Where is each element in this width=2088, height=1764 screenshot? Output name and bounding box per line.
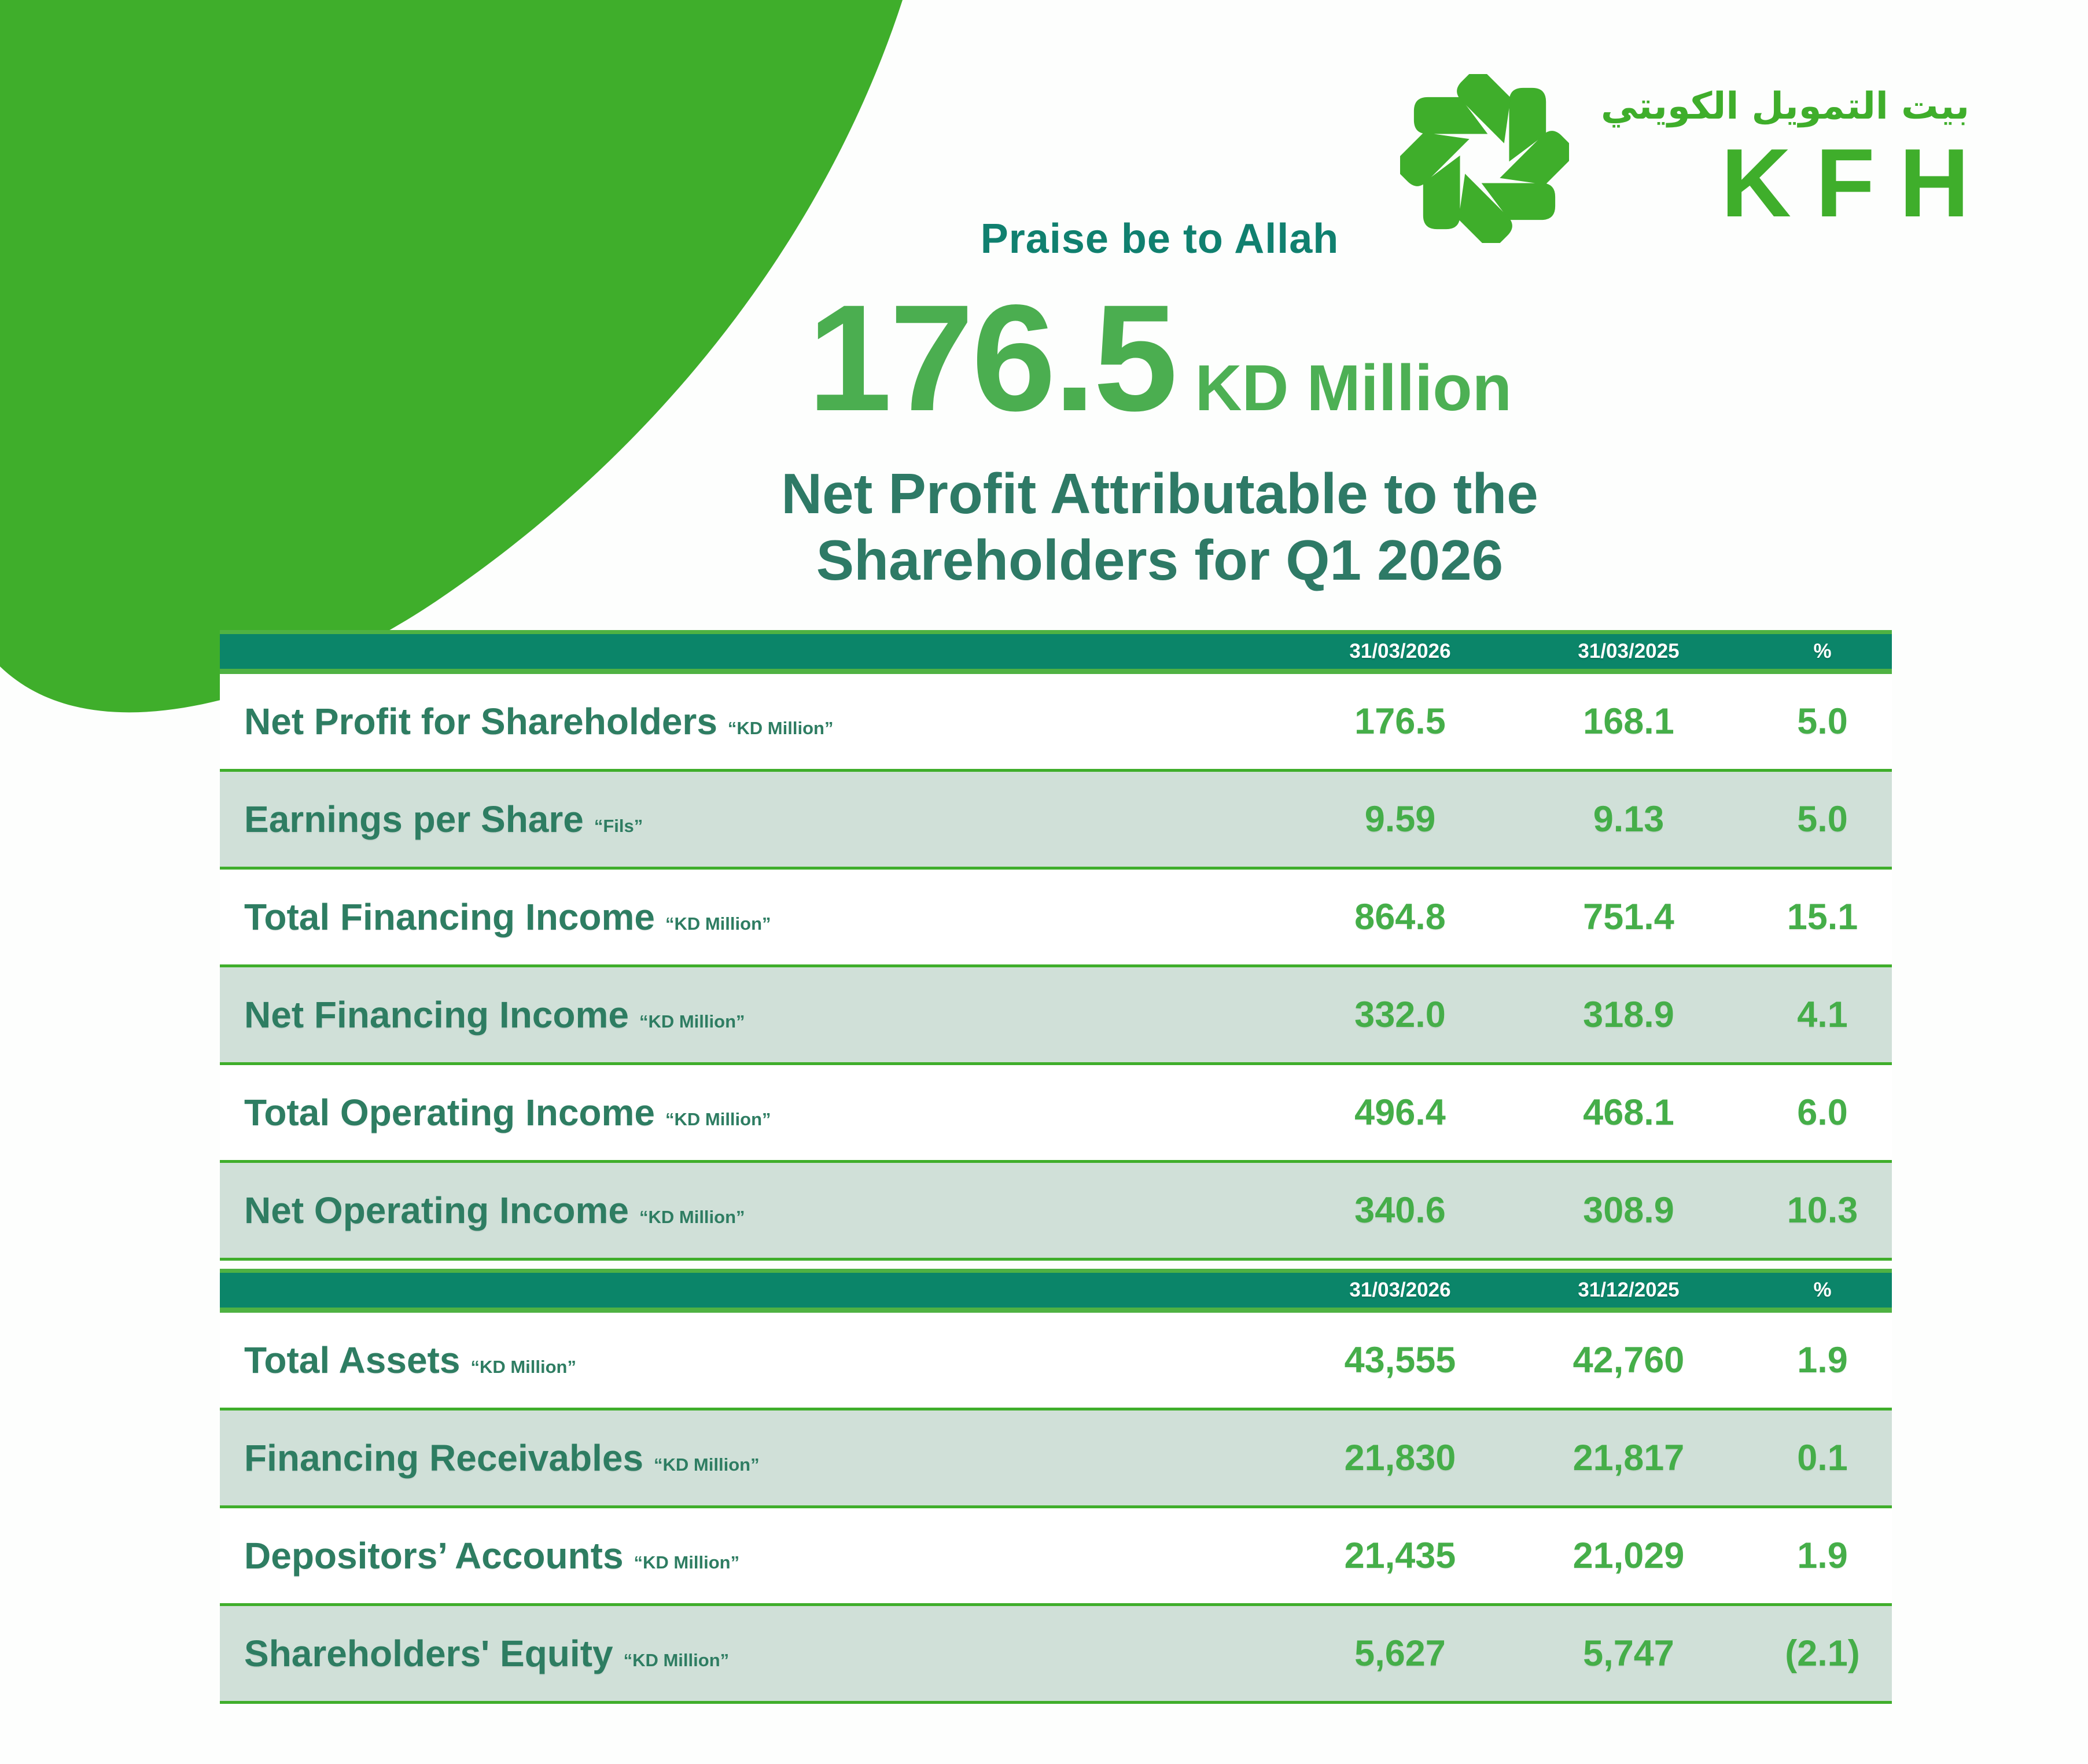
row-value-prior: 318.9 — [1583, 995, 1674, 1035]
row-value-pct: 0.1 — [1797, 1438, 1848, 1478]
row-value-pct: 5.0 — [1797, 701, 1848, 742]
table-row: Total Assets “KD Million” 43,555 42,760 … — [220, 1313, 1892, 1411]
table-row: Depositors’ Accounts “KD Million” 21,435… — [220, 1508, 1892, 1606]
row-value-current: 43,555 — [1344, 1340, 1456, 1380]
row-unit: “KD Million” — [654, 1454, 760, 1475]
kfh-logo: بيت التمويل الكويتي KFH — [1400, 74, 1969, 243]
kfh-knot-icon — [1400, 74, 1570, 243]
row-label-cell: Shareholders' Equity “KD Million” — [220, 1632, 1279, 1675]
row-label-cell: Total Assets “KD Million” — [220, 1339, 1279, 1382]
row-label: Total Financing Income — [244, 896, 655, 938]
row-value-current: 864.8 — [1354, 897, 1446, 937]
table-row: Shareholders' Equity “KD Million” 5,627 … — [220, 1606, 1892, 1704]
row-value-pct: 1.9 — [1797, 1535, 1848, 1576]
row-label: Shareholders' Equity — [244, 1633, 613, 1674]
row-label-cell: Total Financing Income “KD Million” — [220, 896, 1279, 938]
row-unit: “KD Million” — [634, 1552, 740, 1572]
net-profit-amount-unit: KD Million — [1195, 352, 1512, 424]
row-value-prior: 751.4 — [1583, 897, 1674, 937]
table-row: Financing Receivables “KD Million” 21,83… — [220, 1411, 1892, 1508]
kfh-wordmark: KFH — [1721, 128, 1994, 237]
page-title-line2: Shareholders for Q1 2026 — [816, 528, 1504, 592]
row-value-current: 5,627 — [1354, 1633, 1446, 1674]
row-value-prior: 42,760 — [1573, 1340, 1685, 1380]
income-table-header: 31/03/2026 31/03/2025 % — [220, 630, 1892, 674]
row-label-cell: Financing Receivables “KD Million” — [220, 1437, 1279, 1479]
row-label: Net Financing Income — [244, 994, 629, 1036]
table-row: Net Profit for Shareholders “KD Million”… — [220, 674, 1892, 772]
row-value-current: 496.4 — [1354, 1092, 1446, 1133]
row-unit: “KD Million” — [470, 1357, 576, 1377]
row-value-pct: 4.1 — [1797, 995, 1848, 1035]
kfh-logo-text: بيت التمويل الكويتي KFH — [1601, 86, 1969, 231]
row-value-prior: 9.13 — [1593, 799, 1664, 839]
income-header-col-prior: 31/03/2025 — [1578, 640, 1680, 662]
row-value-current: 21,435 — [1344, 1535, 1456, 1576]
income-header-col-pct: % — [1813, 640, 1832, 662]
row-label-cell: Earnings per Share “Fils” — [220, 798, 1279, 841]
page-title-line1: Net Profit Attributable to the — [781, 462, 1538, 525]
green-blob-decoration — [0, 0, 903, 713]
row-unit: “KD Million” — [727, 718, 834, 738]
row-label: Depositors’ Accounts — [244, 1535, 624, 1577]
row-value-current: 21,830 — [1344, 1438, 1456, 1478]
row-value-pct: 10.3 — [1787, 1190, 1858, 1231]
row-label: Total Assets — [244, 1339, 461, 1381]
row-label-cell: Net Operating Income “KD Million” — [220, 1189, 1279, 1232]
table-row: Net Operating Income “KD Million” 340.6 … — [220, 1163, 1892, 1261]
row-unit: “KD Million” — [665, 914, 771, 934]
row-value-prior: 21,029 — [1573, 1535, 1685, 1576]
row-unit: “KD Million” — [639, 1207, 745, 1227]
row-value-prior: 5,747 — [1583, 1633, 1674, 1674]
income-header-col-current: 31/03/2026 — [1349, 640, 1451, 662]
row-unit: “Fils” — [594, 816, 643, 836]
row-unit: “KD Million” — [665, 1109, 771, 1129]
row-value-current: 332.0 — [1354, 995, 1446, 1035]
table-row: Total Financing Income “KD Million” 864.… — [220, 870, 1892, 967]
page-title: Net Profit Attributable to the Sharehold… — [231, 461, 2088, 593]
row-label: Net Profit for Shareholders — [244, 701, 717, 742]
balance-table-header: 31/03/2026 31/12/2025 % — [220, 1269, 1892, 1313]
row-label-cell: Total Operating Income “KD Million” — [220, 1091, 1279, 1134]
row-value-prior: 21,817 — [1573, 1438, 1685, 1478]
table-section-gap — [220, 1261, 1892, 1269]
financials-table: 31/03/2026 31/03/2025 % Net Profit for S… — [220, 630, 1892, 1704]
row-label: Financing Receivables — [244, 1437, 644, 1479]
row-label-cell: Net Financing Income “KD Million” — [220, 993, 1279, 1036]
row-value-pct: 1.9 — [1797, 1340, 1848, 1380]
row-label-cell: Depositors’ Accounts “KD Million” — [220, 1534, 1279, 1577]
balance-header-col-current: 31/03/2026 — [1349, 1279, 1451, 1301]
row-label: Total Operating Income — [244, 1092, 655, 1133]
balance-header-col-pct: % — [1813, 1279, 1832, 1301]
row-value-current: 176.5 — [1354, 701, 1446, 742]
tagline: Praise be to Allah — [980, 216, 1339, 262]
row-value-pct: (2.1) — [1785, 1633, 1860, 1674]
table-row: Earnings per Share “Fils” 9.59 9.13 5.0 — [220, 772, 1892, 870]
headline-amount: 176.5 KD Million — [231, 271, 2088, 445]
row-label: Net Operating Income — [244, 1189, 629, 1231]
row-value-prior: 468.1 — [1583, 1092, 1674, 1133]
row-value-prior: 308.9 — [1583, 1190, 1674, 1231]
row-value-pct: 15.1 — [1787, 897, 1858, 937]
row-value-prior: 168.1 — [1583, 701, 1674, 742]
kfh-arabic-wordmark: بيت التمويل الكويتي — [1601, 85, 1969, 128]
row-value-pct: 5.0 — [1797, 799, 1848, 839]
hero-section: Praise be to Allah 176.5 KD Million Net P… — [231, 215, 2088, 593]
table-row: Total Operating Income “KD Million” 496.… — [220, 1065, 1892, 1163]
row-label: Earnings per Share — [244, 798, 584, 840]
row-unit: “KD Million” — [639, 1011, 745, 1032]
row-value-pct: 6.0 — [1797, 1092, 1848, 1133]
net-profit-amount: 176.5 — [807, 273, 1178, 443]
row-unit: “KD Million” — [623, 1650, 730, 1670]
row-label-cell: Net Profit for Shareholders “KD Million” — [220, 700, 1279, 743]
row-value-current: 340.6 — [1354, 1190, 1446, 1231]
table-row: Net Financing Income “KD Million” 332.0 … — [220, 967, 1892, 1065]
row-value-current: 9.59 — [1364, 799, 1436, 839]
balance-header-col-prior: 31/12/2025 — [1578, 1279, 1680, 1301]
